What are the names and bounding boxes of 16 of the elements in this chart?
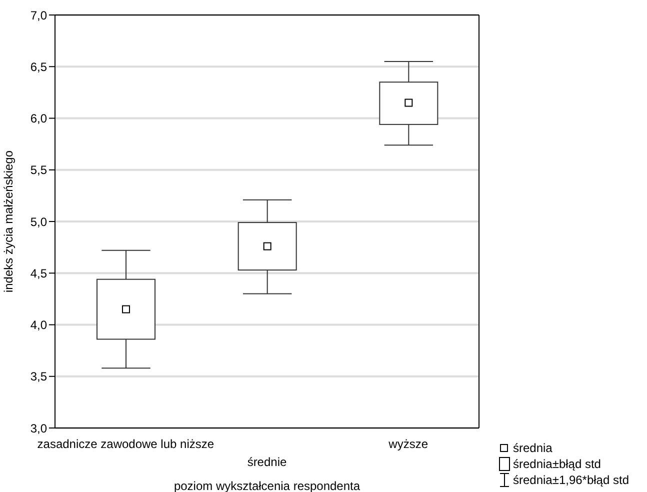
y-tick-label: 6,0 (30, 112, 48, 126)
y-tick-label: 3,5 (30, 370, 48, 384)
text: średnia (513, 441, 552, 455)
x-tick-label: średnie (247, 455, 288, 469)
y-tick-label: 3,0 (30, 421, 48, 436)
y-axis-title: indeks życia małżeńskiego (1, 150, 16, 293)
y-tick-label: 4,0 (30, 318, 48, 332)
text: średnia±błąd std (513, 457, 601, 471)
x-tick-label: zasadnicze zawodowe lub niższe (37, 437, 214, 451)
y-tick-label: 4,5 (30, 266, 48, 280)
y-tick-label: 5,5 (30, 163, 48, 178)
y-tick-label: 5,0 (30, 214, 48, 229)
y-tick-label: 7,0 (30, 8, 48, 22)
x-tick-label: wyższe (388, 437, 428, 451)
text: średnia±1,96*błąd std (513, 473, 629, 487)
y-tick-label: 6,5 (30, 60, 48, 74)
